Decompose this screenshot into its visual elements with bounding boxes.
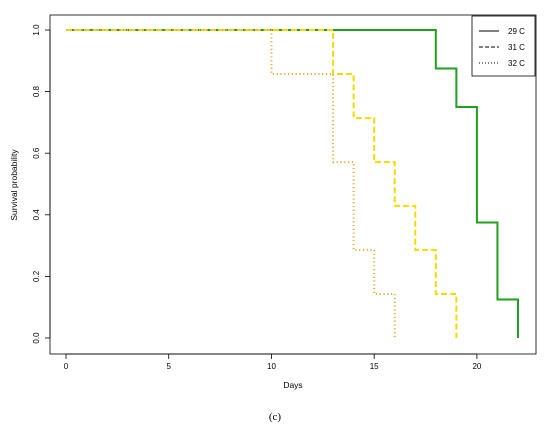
x-tick-label: 20 [472, 362, 481, 371]
y-tick-label: 0.6 [32, 147, 41, 159]
y-tick-label: 0.2 [32, 270, 41, 282]
x-tick-label: 10 [267, 362, 276, 371]
legend-label: 29 C [508, 27, 525, 36]
y-tick-label: 1.0 [32, 24, 41, 36]
x-axis-title: Days [283, 380, 302, 390]
y-tick-label: 0.4 [32, 209, 41, 221]
y-tick-label: 0.8 [32, 85, 41, 97]
axes-layer: 0 5 10 15 20 0.0 0.2 0.4 0.6 0.8 1.0 [32, 24, 482, 371]
figure-caption: (c) [269, 411, 282, 423]
series-layer [66, 29, 519, 338]
plot-frame [49, 14, 537, 355]
y-axis-title: Survival probability [9, 149, 19, 221]
series-line-31-c [66, 29, 458, 338]
x-tick-label: 15 [370, 362, 379, 371]
legend-label: 32 C [508, 59, 525, 68]
legend: 29 C 31 C 32 C [471, 15, 536, 77]
series-line-32-c [66, 29, 396, 338]
x-tick-label: 0 [64, 362, 69, 371]
legend-label: 31 C [508, 43, 525, 52]
y-tick-label: 0.0 [32, 332, 41, 344]
series-line-29-c [66, 29, 519, 338]
x-tick-label: 5 [167, 362, 172, 371]
legend-box [471, 15, 536, 77]
